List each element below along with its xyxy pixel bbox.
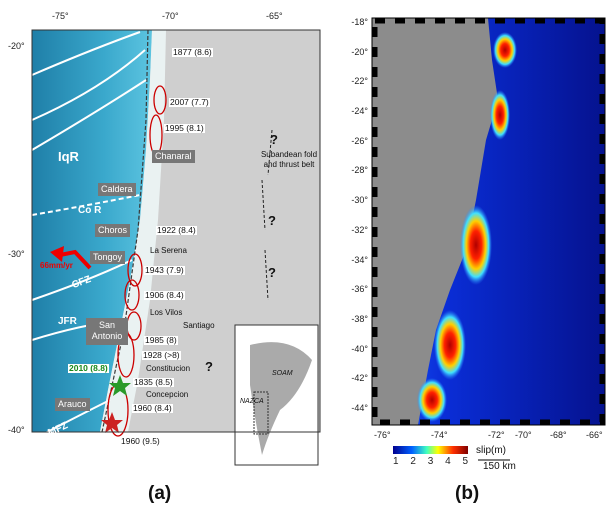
question: ? bbox=[268, 214, 276, 227]
tick-label: -18° bbox=[340, 18, 368, 27]
earthquake: 1835 (8.5) bbox=[133, 378, 174, 387]
y-tick: -40° bbox=[8, 426, 25, 435]
question: ? bbox=[205, 360, 213, 373]
y-tick: -20° bbox=[8, 42, 25, 51]
tick-label: -44° bbox=[340, 404, 368, 413]
tick-label: -68° bbox=[550, 431, 567, 440]
tick-label: -26° bbox=[340, 137, 368, 146]
earthquake: 1960 (8.4) bbox=[132, 404, 173, 413]
question: ? bbox=[268, 266, 276, 279]
figure: -75° -70° -65° -20° -30° -40° 1877 (8.6)… bbox=[0, 0, 616, 512]
tick-label: -42° bbox=[340, 374, 368, 383]
colorbar-ticks: 1 2 3 4 5 bbox=[393, 457, 468, 467]
tick-label: -28° bbox=[340, 166, 368, 175]
feature: JFR bbox=[58, 317, 77, 327]
colorbar-tick: 2 bbox=[410, 457, 416, 467]
tick-label: -74° bbox=[431, 431, 448, 440]
place-box: Tongoy bbox=[90, 251, 125, 264]
caption: (a) bbox=[148, 484, 171, 503]
colorbar bbox=[393, 446, 468, 454]
y-tick: -30° bbox=[8, 250, 25, 259]
scale-label: 150 km bbox=[483, 462, 516, 472]
earthquake: 1943 (7.9) bbox=[144, 266, 185, 275]
place-box: Chanaral bbox=[152, 150, 195, 163]
belt-label: Subandean fold and thrust belt bbox=[258, 150, 320, 169]
colorbar-tick: 3 bbox=[428, 457, 434, 467]
colorbar-label: slip(m) bbox=[476, 446, 506, 456]
tick-label: -32° bbox=[340, 226, 368, 235]
tick-label: -24° bbox=[340, 107, 368, 116]
plate-rate: 66mm/yr bbox=[40, 262, 73, 270]
city: Los Vilos bbox=[150, 309, 182, 317]
place-box: Caldera bbox=[98, 183, 136, 196]
earthquake: 1985 (8) bbox=[144, 336, 178, 345]
earthquake: 1960 (9.5) bbox=[120, 437, 161, 446]
inset-label: NAZCA bbox=[240, 398, 264, 405]
place-box: San Antonio bbox=[86, 318, 128, 345]
city: Concepcion bbox=[146, 391, 188, 399]
tick-label: -72° bbox=[488, 431, 505, 440]
tick-label: -34° bbox=[340, 256, 368, 265]
x-tick: -70° bbox=[162, 12, 179, 21]
tick-label: -20° bbox=[340, 48, 368, 57]
tick-label: -76° bbox=[374, 431, 391, 440]
tick-label: -22° bbox=[340, 77, 368, 86]
place-box: Choros bbox=[95, 224, 130, 237]
tick-label: -38° bbox=[340, 315, 368, 324]
city: Constitucion bbox=[146, 365, 190, 373]
city: Santiago bbox=[183, 322, 215, 330]
tick-label: -70° bbox=[515, 431, 532, 440]
x-tick: -65° bbox=[266, 12, 283, 21]
tick-label: -36° bbox=[340, 285, 368, 294]
colorbar-tick: 4 bbox=[445, 457, 451, 467]
tick-label: -66° bbox=[586, 431, 603, 440]
feature: IqR bbox=[58, 150, 79, 163]
tick-label: -40° bbox=[340, 345, 368, 354]
colorbar-tick: 5 bbox=[462, 457, 468, 467]
x-tick: -75° bbox=[52, 12, 69, 21]
earthquake: 1995 (8.1) bbox=[164, 124, 205, 133]
earthquake: 1906 (8.4) bbox=[144, 291, 185, 300]
earthquake: 1877 (8.6) bbox=[172, 48, 213, 57]
feature: Co R bbox=[78, 206, 101, 216]
tick-label: -30° bbox=[340, 196, 368, 205]
colorbar-tick: 1 bbox=[393, 457, 399, 467]
earthquake: 1922 (8.4) bbox=[156, 226, 197, 235]
caption: (b) bbox=[455, 484, 479, 503]
panel-b-map bbox=[372, 18, 605, 460]
earthquake: 2007 (7.7) bbox=[169, 98, 210, 107]
earthquake: 1928 (>8) bbox=[142, 351, 181, 360]
question: ? bbox=[270, 133, 278, 146]
inset-label: SOAM bbox=[272, 370, 293, 377]
city: La Serena bbox=[150, 247, 187, 255]
earthquake-2010: 2010 (8.8) bbox=[68, 364, 109, 373]
place-box: Arauco bbox=[55, 398, 90, 411]
